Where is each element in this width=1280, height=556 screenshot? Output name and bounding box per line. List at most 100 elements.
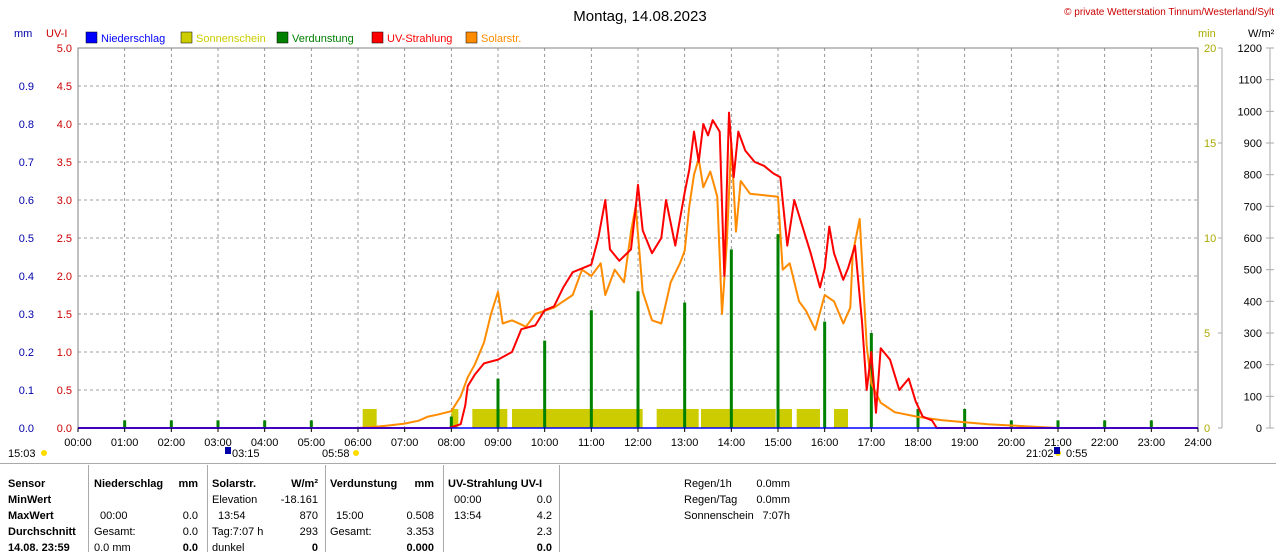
cell: 0 xyxy=(311,542,318,554)
wm2-tick-label: 700 xyxy=(1244,201,1262,213)
x-tick-label: 22:00 xyxy=(1091,437,1119,449)
sunshine-block xyxy=(362,409,377,428)
min-tick-label: 5 xyxy=(1204,328,1210,340)
cell: 13:54 xyxy=(218,510,246,522)
x-tick-label: 02:00 xyxy=(158,437,186,449)
event-label: 15:03 xyxy=(8,448,36,460)
wm2-tick-label: 400 xyxy=(1244,296,1262,308)
legend-swatch xyxy=(180,31,193,44)
evaporation-bar xyxy=(729,249,733,428)
cell: 293 xyxy=(299,526,318,538)
evaporation-bar xyxy=(1149,420,1153,428)
moon-icon xyxy=(1054,447,1060,454)
stats-verdunstung-unit: mm xyxy=(414,478,434,490)
evaporation-bar xyxy=(496,378,500,428)
mm-tick-label: 0.9 xyxy=(19,81,34,93)
unit-mm: mm xyxy=(14,28,32,40)
cell: Elevation xyxy=(212,494,258,506)
sun-icon xyxy=(353,450,359,456)
evaporation-bar xyxy=(776,234,780,428)
stats-niederschlag-unit: mm xyxy=(178,478,198,490)
evaporation-bar xyxy=(963,409,967,428)
stats-row-date: 14.08. 23:59 xyxy=(8,542,70,554)
stats-solar-unit: W/m² xyxy=(291,478,318,490)
sunshine-block xyxy=(472,409,508,428)
cell: Gesamt: xyxy=(94,526,136,538)
uv-tick-label: 2.0 xyxy=(57,271,72,283)
stats-table: Sensor MinWert MaxWert Durchschnitt 14.0… xyxy=(0,463,1280,554)
cell: 00:00 xyxy=(100,510,128,522)
sunshine-block xyxy=(656,409,699,428)
uv-tick-label: 3.0 xyxy=(57,195,72,207)
legend-label: Solarstr. xyxy=(481,33,521,45)
wm2-tick-label: 900 xyxy=(1244,138,1262,150)
evaporation-bar xyxy=(1009,420,1013,428)
evaporation-bars xyxy=(123,234,1153,428)
x-tick-label: 08:00 xyxy=(438,437,466,449)
uv-tick-label: 1.5 xyxy=(57,309,72,321)
unit-uv: UV-I xyxy=(46,28,67,40)
legend-swatch xyxy=(371,31,384,44)
wm2-tick-label: 300 xyxy=(1244,328,1262,340)
cell: dunkel xyxy=(212,542,245,554)
cell: 2.3 xyxy=(536,526,552,538)
cell: Regen/Tag xyxy=(684,494,738,506)
x-tick-label: 20:00 xyxy=(998,437,1026,449)
uv-tick-label: 0.0 xyxy=(57,423,72,435)
copyright-notice: © private Wetterstation Tinnum/Westerlan… xyxy=(1064,7,1274,18)
stats-sensor: Sensor MinWert MaxWert Durchschnitt 14.0… xyxy=(8,476,76,556)
x-tick-label: 09:00 xyxy=(484,437,512,449)
x-tick-label: 03:00 xyxy=(204,437,232,449)
evaporation-bar xyxy=(589,310,593,428)
x-tick-label: 13:00 xyxy=(671,437,699,449)
evaporation-bar xyxy=(543,340,547,428)
x-tick-label: 11:00 xyxy=(578,437,605,449)
cell: Tag:7:07 h xyxy=(212,526,264,538)
event-label: 0:55 xyxy=(1066,448,1087,460)
stats-uv-title: UV-Strahlung UV-I xyxy=(448,478,543,490)
stats-niederschlag: Niederschlag mm 00:00 0.0 Gesamt: 0.0 0.0 m… xyxy=(94,476,198,556)
wm2-tick-label: 500 xyxy=(1244,265,1262,277)
stats-solar: Solarstr. W/m² Elevation -18.161 13:54 870 … xyxy=(212,476,318,556)
cell: Regen/1h xyxy=(684,478,732,490)
legend-swatch xyxy=(276,31,289,44)
mm-tick-label: 0.2 xyxy=(19,347,34,359)
sunshine-block xyxy=(701,409,736,428)
x-tick-label: 24:00 xyxy=(1184,437,1212,449)
cell: 0.508 xyxy=(406,510,434,522)
uv-tick-label: 4.0 xyxy=(57,119,72,131)
sunshine-block xyxy=(796,409,820,428)
evaporation-bar xyxy=(449,416,453,428)
min-tick-label: 15 xyxy=(1204,138,1216,150)
x-tick-label: 14:00 xyxy=(718,437,746,449)
legend-label: Niederschlag xyxy=(101,33,165,45)
uv-tick-label: 5.0 xyxy=(57,43,72,55)
cell: 00:00 xyxy=(454,494,482,506)
chart-title: Montag, 14.08.2023 xyxy=(573,8,706,25)
uv-tick-label: 2.5 xyxy=(57,233,72,245)
uv-tick-label: 3.5 xyxy=(57,157,72,169)
cell: 0.0 xyxy=(182,510,198,522)
cell: 870 xyxy=(299,510,318,522)
legend: Niederschlag Sonnenschein Verdunstung UV-St… xyxy=(85,31,521,45)
wm2-tick-label: 200 xyxy=(1244,360,1262,372)
min-tick-label: 0 xyxy=(1204,423,1210,435)
cell: 15:00 xyxy=(336,510,364,522)
stats-verdunstung-title: Verdunstung xyxy=(330,478,398,490)
uv-tick-label: 0.5 xyxy=(57,385,72,397)
cell: 0.0 mm xyxy=(94,542,131,554)
x-tick-label: 23:00 xyxy=(1138,437,1166,449)
x-tick-label: 21:00 xyxy=(1044,437,1072,449)
mm-tick-label: 0.6 xyxy=(19,195,34,207)
unit-wm2: W/m² xyxy=(1248,28,1275,40)
x-tick-label: 04:00 xyxy=(251,437,279,449)
cell: Sonnenschein xyxy=(684,510,754,522)
min-tick-label: 20 xyxy=(1204,43,1216,55)
stats-niederschlag-title: Niederschlag xyxy=(94,478,164,490)
legend-label: Sonnenschein xyxy=(196,33,266,45)
min-tick-label: 10 xyxy=(1204,233,1216,245)
unit-min: min xyxy=(1198,28,1216,40)
stats-extra: Regen/1h 0.0mm Regen/Tag 0.0mm Sonnenschei… xyxy=(684,476,790,524)
event-label: 21:02 xyxy=(1026,448,1054,460)
x-tick-label: 19:00 xyxy=(951,437,979,449)
